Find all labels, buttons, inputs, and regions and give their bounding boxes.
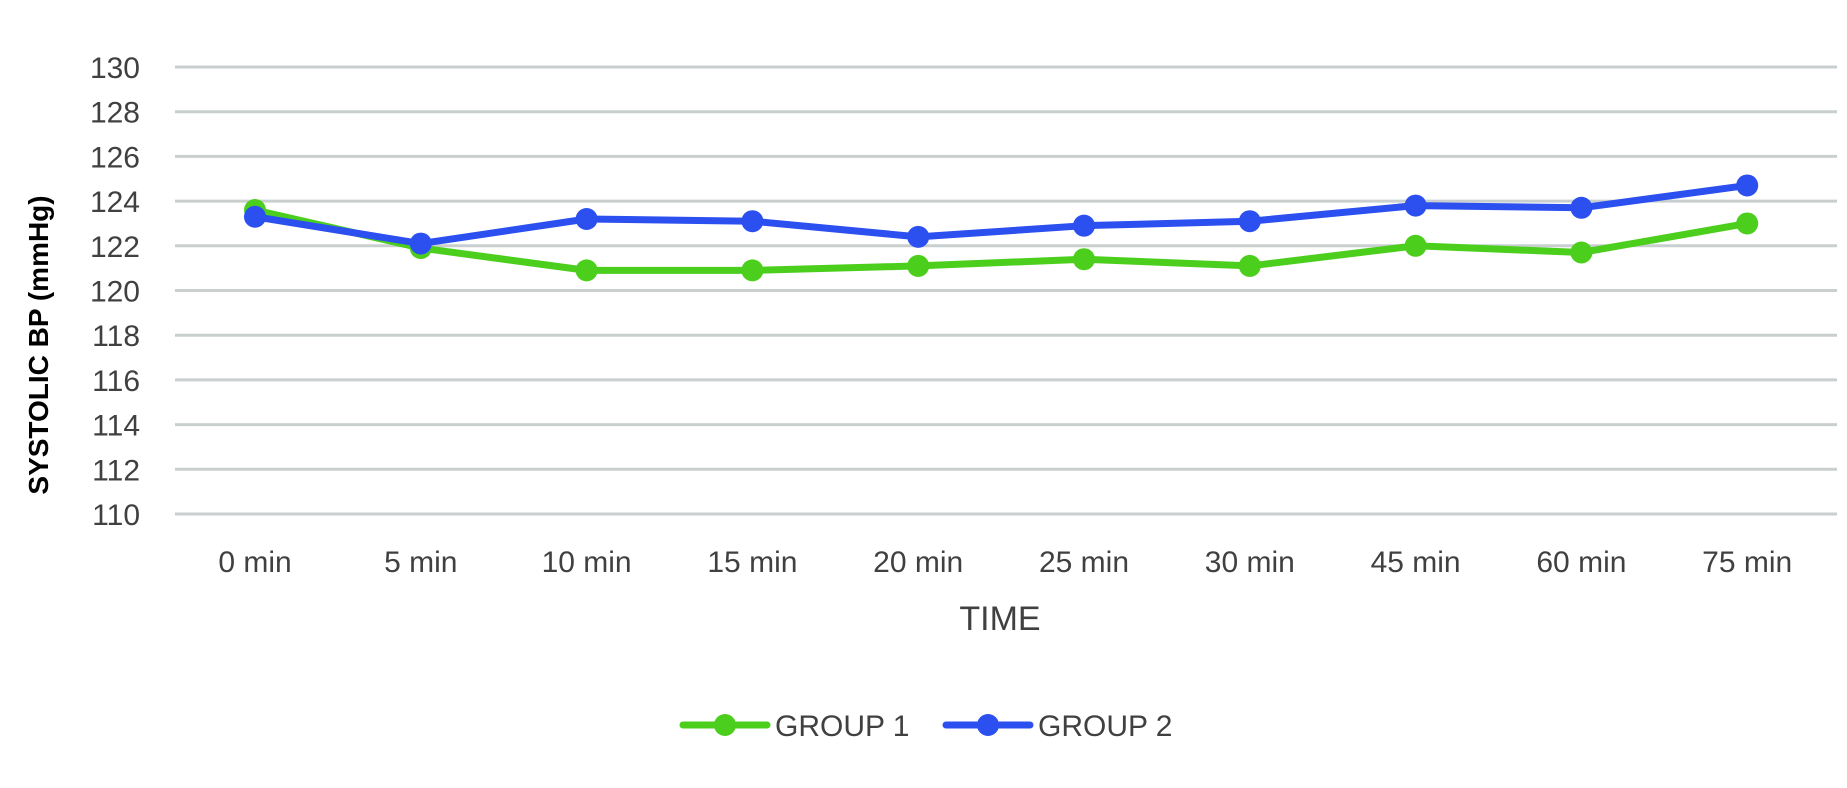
x-tick-label: 30 min [1205, 546, 1295, 579]
data-point [741, 210, 764, 233]
y-tick-label: 118 [92, 320, 140, 353]
x-tick-labels: 0 min 5 min 10 min 15 min 20 min 25 min 30 min… [218, 546, 1792, 579]
series-line-1 [251, 206, 1751, 274]
legend-swatch-marker [714, 714, 736, 736]
x-tick-label: 45 min [1371, 546, 1461, 579]
data-point [1736, 212, 1759, 235]
data-point [1238, 254, 1261, 277]
y-tick-label: 126 [90, 141, 140, 174]
y-tick-label: 110 [92, 499, 140, 532]
data-point [1570, 241, 1593, 264]
data-point [575, 207, 598, 230]
y-tick-label: 116 [92, 365, 140, 398]
y-tick-label: 124 [90, 186, 140, 219]
legend-item-1: GROUP 1 [679, 710, 910, 743]
data-point [1570, 196, 1593, 219]
series-2 [244, 174, 1759, 255]
data-point [1736, 174, 1759, 197]
x-tick-label: 5 min [384, 546, 457, 579]
legend-label: GROUP 2 [1038, 710, 1173, 743]
series-1 [244, 199, 1759, 282]
x-tick-label: 20 min [873, 546, 963, 579]
y-axis-title: SYSTOLIC BP (mmHg) [23, 195, 54, 494]
x-tick-label: 25 min [1039, 546, 1129, 579]
data-point [1404, 194, 1427, 217]
data-point [244, 205, 266, 228]
data-point [1073, 214, 1095, 237]
series-layer [244, 174, 1759, 282]
data-point [409, 232, 432, 255]
data-point [1073, 248, 1095, 271]
y-tick-label: 120 [90, 276, 140, 309]
x-axis-title: TIME [959, 600, 1040, 638]
grid-layer [175, 65, 1837, 516]
data-point [575, 259, 598, 282]
data-point [741, 259, 764, 282]
data-point [1404, 234, 1427, 257]
series-line-2 [251, 181, 1751, 248]
legend: GROUP 1 GROUP 2 [679, 710, 1173, 743]
data-point [1238, 210, 1261, 233]
data-point [907, 225, 930, 248]
legend-swatch-marker [977, 714, 999, 736]
x-tick-label: 15 min [707, 546, 797, 579]
y-tick-label: 114 [92, 410, 140, 443]
x-tick-label: 75 min [1702, 546, 1792, 579]
data-point [907, 254, 930, 277]
y-tick-label: 112 [92, 454, 140, 487]
y-tick-label: 122 [90, 231, 140, 264]
x-tick-label: 10 min [542, 546, 632, 579]
x-tick-label: 60 min [1536, 546, 1626, 579]
y-tick-label: 130 [90, 52, 140, 85]
legend-item-2: GROUP 2 [942, 710, 1173, 743]
x-tick-label: 0 min [218, 546, 291, 579]
y-tick-label: 128 [90, 97, 140, 130]
y-tick-labels: 110 112 114 116 118 120 122 124 126 128 130 [90, 52, 140, 532]
legend-label: GROUP 1 [775, 710, 910, 743]
